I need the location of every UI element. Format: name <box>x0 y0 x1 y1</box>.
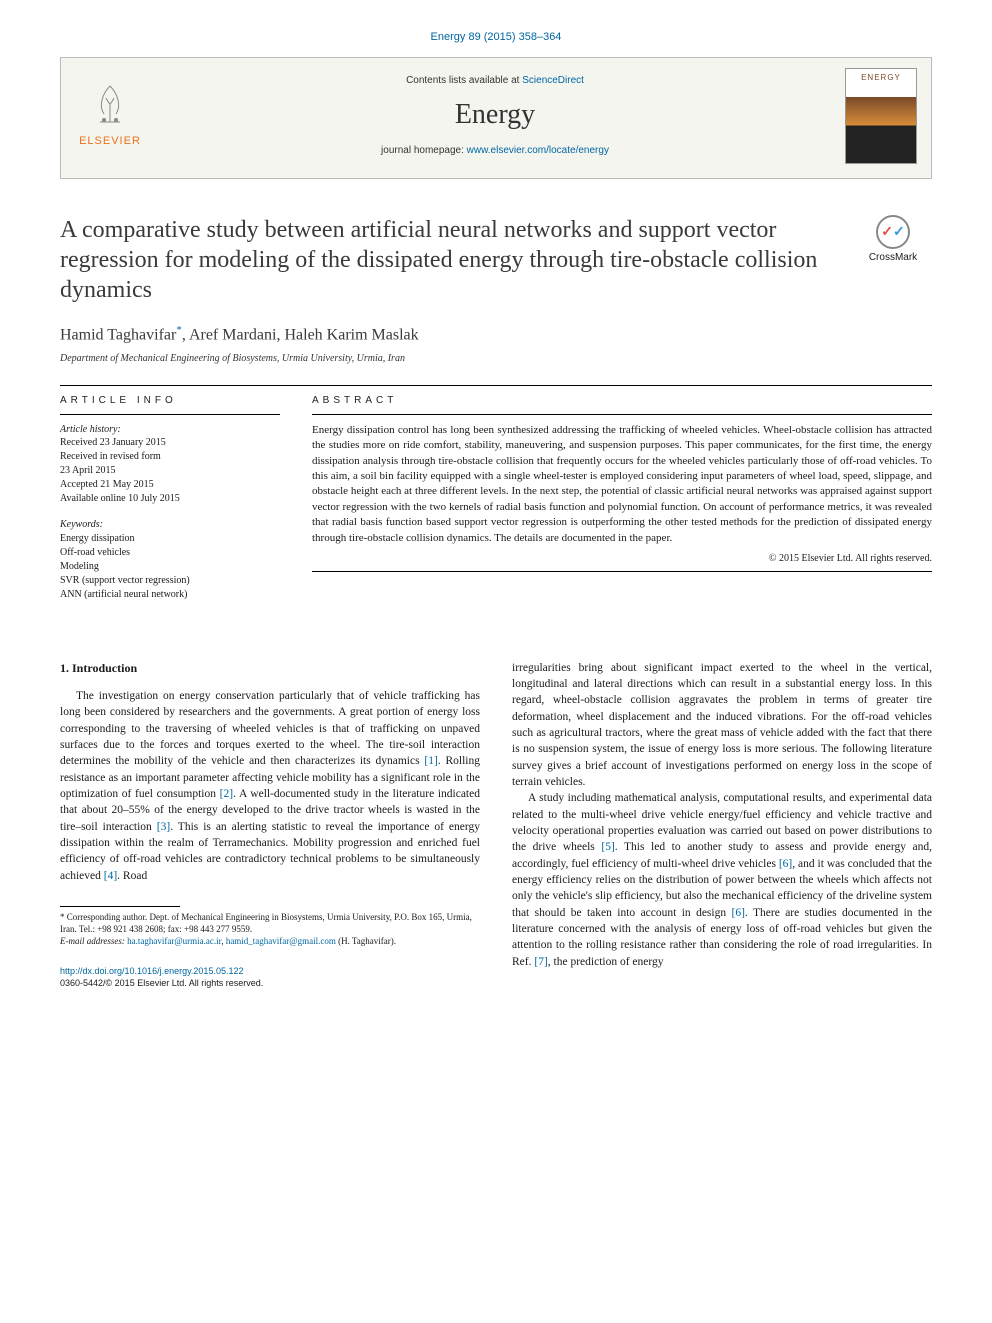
publisher-logo: ELSEVIER <box>75 82 145 149</box>
authors-rest: , Aref Mardani, Haleh Karim Maslak <box>182 326 419 343</box>
keyword: SVR (support vector regression) <box>60 574 280 588</box>
email-link[interactable]: hamid_taghavifar@gmail.com <box>226 936 336 946</box>
author-corresponding: Hamid Taghavifar <box>60 326 176 343</box>
section-heading: 1. Introduction <box>60 660 480 676</box>
publisher-name: ELSEVIER <box>75 134 145 149</box>
citation-ref[interactable]: [6] <box>732 907 745 919</box>
abstract-copyright: © 2015 Elsevier Ltd. All rights reserved… <box>312 552 932 566</box>
history-label: Article history: <box>60 423 280 437</box>
email-link[interactable]: ha.taghavifar@urmia.ac.ir <box>127 936 221 946</box>
article-head: A comparative study between artificial n… <box>60 215 932 305</box>
abstract-text: Energy dissipation control has long been… <box>312 423 932 546</box>
citation-ref[interactable]: [2] <box>220 788 233 800</box>
crossmark-badge[interactable]: ✓✓ CrossMark <box>854 215 932 305</box>
citation-ref[interactable]: [4] <box>104 870 117 882</box>
abstract-label: ABSTRACT <box>312 394 932 408</box>
article-info-col: ARTICLE INFO Article history: Received 2… <box>60 394 280 602</box>
corresponding-footnote: * Corresponding author. Dept. of Mechani… <box>60 911 480 935</box>
history-item: Received 23 January 2015 <box>60 436 280 450</box>
thin-divider <box>312 571 932 572</box>
contents-prefix: Contents lists available at <box>406 75 522 86</box>
keyword: Energy dissipation <box>60 532 280 546</box>
history-item: Received in revised form <box>60 450 280 464</box>
doi-block: http://dx.doi.org/10.1016/j.energy.2015.… <box>60 965 480 989</box>
homepage-link[interactable]: www.elsevier.com/locate/energy <box>467 145 609 156</box>
body-columns: 1. Introduction The investigation on ene… <box>60 660 932 990</box>
divider <box>60 385 932 386</box>
citation-ref[interactable]: [1] <box>424 755 437 767</box>
page: Energy 89 (2015) 358–364 ELSEVIER Conten… <box>0 0 992 1030</box>
keywords-label: Keywords: <box>60 518 280 532</box>
history-item: Accepted 21 May 2015 <box>60 478 280 492</box>
thin-divider <box>60 414 280 415</box>
journal-name: Energy <box>145 96 845 134</box>
left-column: 1. Introduction The investigation on ene… <box>60 660 480 990</box>
crossmark-label: CrossMark <box>869 252 917 263</box>
footnote-divider <box>60 906 180 907</box>
right-column: irregularities bring about significant i… <box>512 660 932 990</box>
citation-ref[interactable]: [7] <box>534 956 547 968</box>
history-item: Available online 10 July 2015 <box>60 492 280 506</box>
sciencedirect-link[interactable]: ScienceDirect <box>522 75 584 86</box>
keyword: Modeling <box>60 560 280 574</box>
journal-header: ELSEVIER Contents lists available at Sci… <box>60 57 932 179</box>
citation-ref[interactable]: [3] <box>157 821 170 833</box>
citation-ref[interactable]: [5] <box>601 841 614 853</box>
homepage-prefix: journal homepage: <box>381 145 467 156</box>
thin-divider <box>312 414 932 415</box>
elsevier-tree-icon <box>75 82 145 132</box>
title-block: A comparative study between artificial n… <box>60 215 834 305</box>
header-center: Contents lists available at ScienceDirec… <box>145 74 845 157</box>
contents-line: Contents lists available at ScienceDirec… <box>145 74 845 88</box>
keyword: ANN (artificial neural network) <box>60 588 280 602</box>
doi-link[interactable]: http://dx.doi.org/10.1016/j.energy.2015.… <box>60 966 243 976</box>
article-info-label: ARTICLE INFO <box>60 394 280 408</box>
body-paragraph: The investigation on energy conservation… <box>60 688 480 884</box>
history-item: 23 April 2015 <box>60 464 280 478</box>
issn-line: 0360-5442/© 2015 Elsevier Ltd. All right… <box>60 978 263 988</box>
article-title: A comparative study between artificial n… <box>60 215 834 305</box>
journal-homepage-line: journal homepage: www.elsevier.com/locat… <box>145 144 845 158</box>
abstract-col: ABSTRACT Energy dissipation control has … <box>312 394 932 602</box>
info-abstract-row: ARTICLE INFO Article history: Received 2… <box>60 394 932 602</box>
citation-line: Energy 89 (2015) 358–364 <box>60 30 932 45</box>
affiliation: Department of Mechanical Engineering of … <box>60 352 932 366</box>
email-footnote: E-mail addresses: ha.taghavifar@urmia.ac… <box>60 935 480 947</box>
keyword: Off-road vehicles <box>60 546 280 560</box>
citation-ref[interactable]: [6] <box>779 858 792 870</box>
body-paragraph: irregularities bring about significant i… <box>512 660 932 970</box>
authors-line: Hamid Taghavifar*, Aref Mardani, Haleh K… <box>60 323 932 346</box>
crossmark-icon: ✓✓ <box>876 215 910 249</box>
journal-cover-thumb <box>845 68 917 164</box>
